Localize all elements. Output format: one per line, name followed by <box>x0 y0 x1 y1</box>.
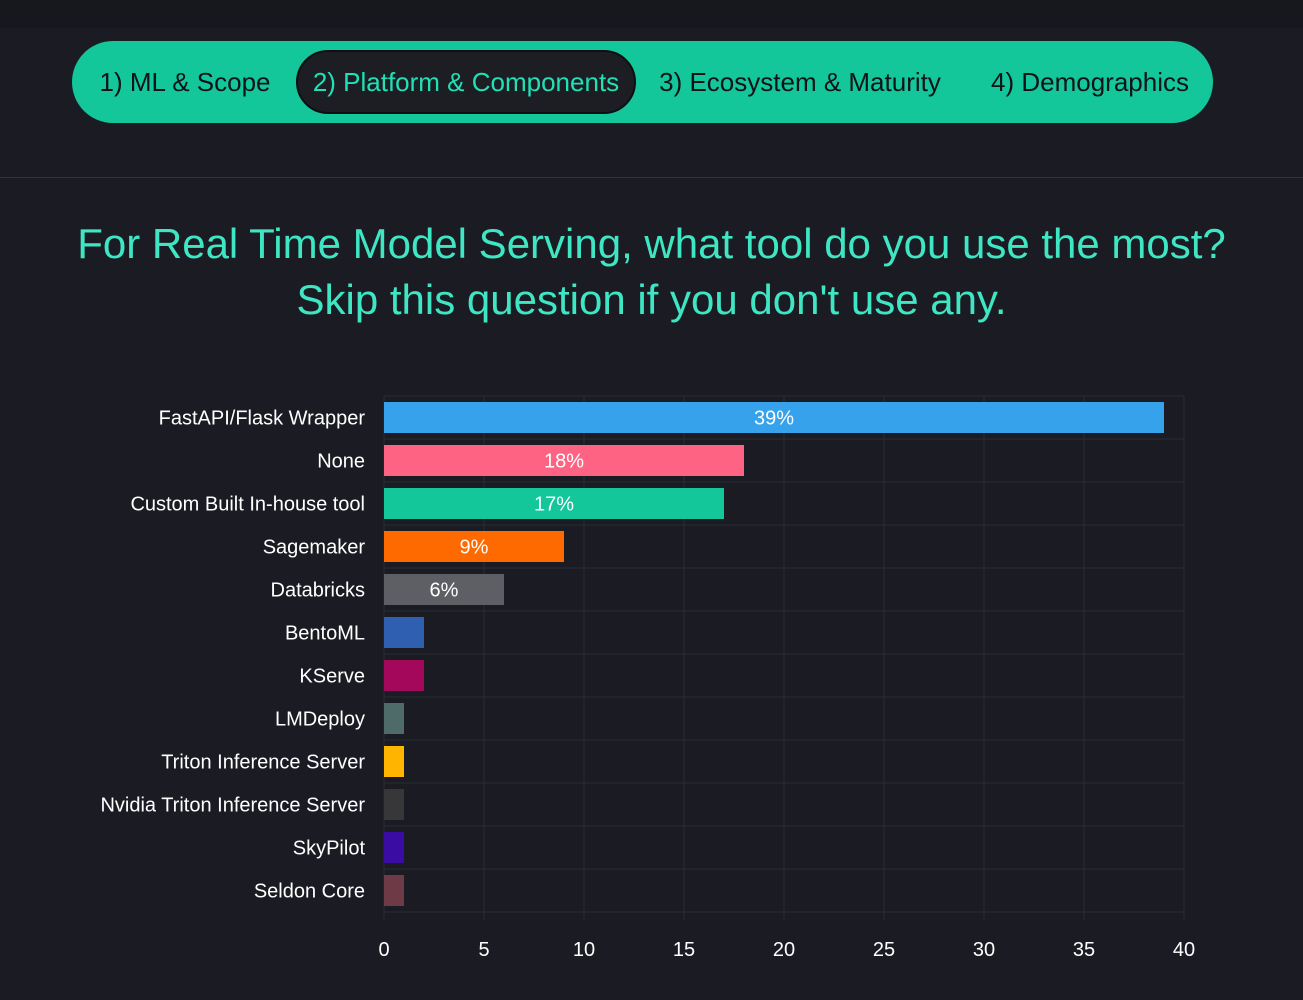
bar-6 <box>384 660 424 691</box>
section-tab-bar: 1) ML & Scope 2) Platform & Components 3… <box>72 41 1213 123</box>
header-divider <box>0 177 1303 178</box>
bar-2 <box>384 488 724 519</box>
data-label-2: 17% <box>534 494 574 516</box>
bar-3 <box>384 531 564 562</box>
category-label-2: Custom Built In-house tool <box>130 494 365 516</box>
x-tick-label-2: 10 <box>573 939 595 961</box>
data-label-1: 18% <box>544 451 584 473</box>
x-tick-label-7: 35 <box>1073 939 1095 961</box>
bar-5 <box>384 617 424 648</box>
category-label-6: KServe <box>299 666 365 688</box>
tab-demographics[interactable]: 4) Demographics <box>991 67 1189 97</box>
bar-0 <box>384 402 1164 433</box>
bar-4 <box>384 574 504 605</box>
tab-ml-scope[interactable]: 1) ML & Scope <box>99 67 271 97</box>
bar-10 <box>384 832 404 863</box>
x-tick-label-0: 0 <box>378 939 389 961</box>
x-tick-label-8: 40 <box>1173 939 1195 961</box>
tab-platform-components[interactable]: 2) Platform & Components <box>296 50 636 114</box>
category-label-8: Triton Inference Server <box>161 752 365 774</box>
category-label-11: Seldon Core <box>254 881 365 903</box>
bar-11 <box>384 875 404 906</box>
category-label-10: SkyPilot <box>293 838 366 860</box>
x-tick-label-6: 30 <box>973 939 995 961</box>
category-label-7: LMDeploy <box>275 709 365 731</box>
bar-1 <box>384 445 744 476</box>
x-tick-label-4: 20 <box>773 939 795 961</box>
bar-9 <box>384 789 404 820</box>
category-label-5: BentoML <box>285 623 365 645</box>
bar-chart: FastAPI/Flask Wrapper 39% None 18% Custom Bu… <box>100 395 1195 961</box>
x-tick-label-5: 25 <box>873 939 895 961</box>
data-label-4: 6% <box>430 580 459 602</box>
category-label-1: None <box>317 451 365 473</box>
category-label-3: Sagemaker <box>263 537 366 559</box>
data-label-3: 9% <box>460 537 489 559</box>
category-label-4: Databricks <box>271 580 365 602</box>
category-label-0: FastAPI/Flask Wrapper <box>159 408 366 430</box>
question-title: For Real Time Model Serving, what tool d… <box>77 220 1226 323</box>
data-label-0: 39% <box>754 408 794 430</box>
bar-8 <box>384 746 404 777</box>
category-label-9: Nvidia Triton Inference Server <box>100 795 365 817</box>
bar-7 <box>384 703 404 734</box>
x-tick-label-1: 5 <box>478 939 489 961</box>
tab-ecosystem-maturity[interactable]: 3) Ecosystem & Maturity <box>659 67 941 97</box>
x-tick-label-3: 15 <box>673 939 695 961</box>
top-strip <box>0 0 1303 28</box>
